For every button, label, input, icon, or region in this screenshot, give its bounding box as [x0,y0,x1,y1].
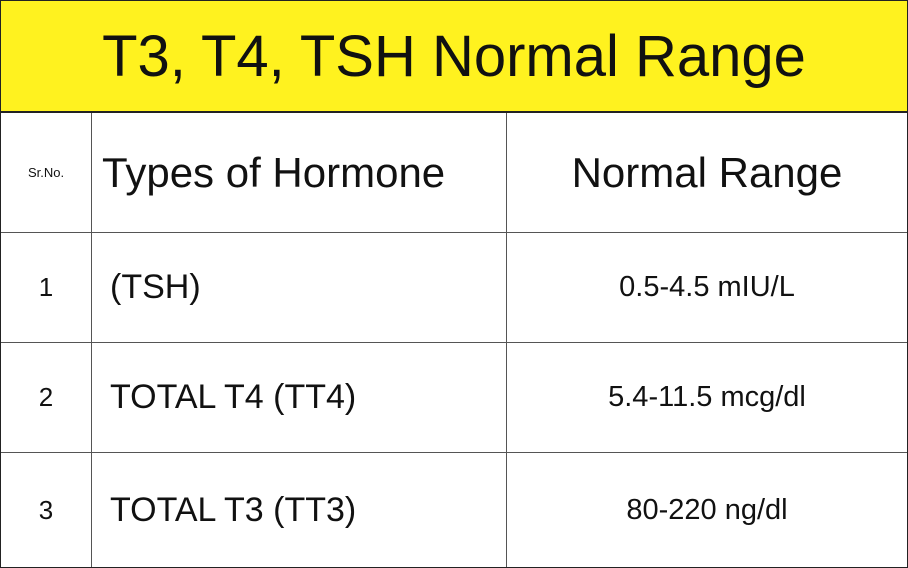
table-cell: 0.5-4.5 mIU/L [507,233,907,343]
column-header: Sr.No. [1,113,92,233]
column-header: Types of Hormone [92,113,507,233]
column-header: Normal Range [507,113,907,233]
table-cell: TOTAL T4 (TT4) [92,343,507,453]
table-cell: (TSH) [92,233,507,343]
title-bar: T3, T4, TSH Normal Range [1,1,907,113]
table-cell: 1 [1,233,92,343]
table-cell: 5.4-11.5 mcg/dl [507,343,907,453]
table-cell: 3 [1,453,92,567]
table-cell: 2 [1,343,92,453]
table-cell: 80-220 ng/dl [626,493,788,526]
table-cell: TOTAL T3 (TT3) [92,453,507,567]
table: Sr.No. Types of Hormone Normal Range 1 (TSH)… [1,113,907,567]
